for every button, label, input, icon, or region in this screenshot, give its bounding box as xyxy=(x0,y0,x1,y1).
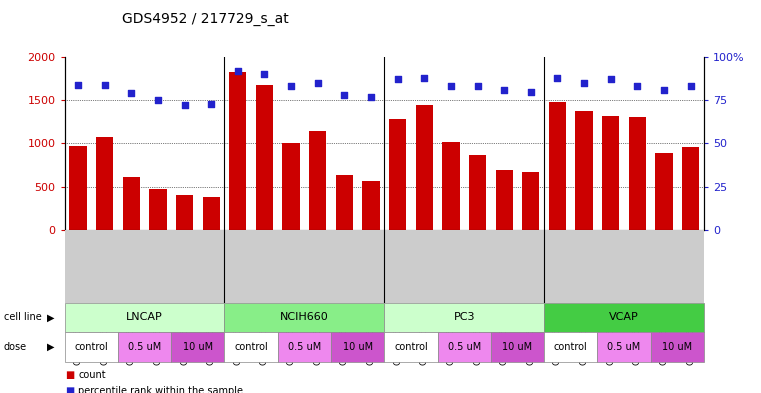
Bar xyxy=(544,332,597,362)
Point xyxy=(471,83,484,90)
Point xyxy=(578,80,590,86)
Text: PC3: PC3 xyxy=(454,312,475,322)
Point xyxy=(419,75,431,81)
Text: ▶: ▶ xyxy=(47,312,55,322)
Text: NCIH660: NCIH660 xyxy=(280,312,329,322)
Bar xyxy=(96,138,113,230)
Bar xyxy=(682,147,699,230)
Point xyxy=(98,81,111,88)
Point xyxy=(178,102,190,108)
Point xyxy=(231,68,244,74)
Bar xyxy=(123,177,140,230)
Point xyxy=(72,81,84,88)
Point xyxy=(658,87,670,93)
Bar xyxy=(176,195,193,230)
Bar xyxy=(389,119,406,230)
Point xyxy=(444,83,457,90)
Text: control: control xyxy=(554,342,587,352)
Point xyxy=(684,83,696,90)
Text: 0.5 uM: 0.5 uM xyxy=(607,342,641,352)
Bar xyxy=(118,332,171,362)
Text: 10 uM: 10 uM xyxy=(183,342,213,352)
Bar xyxy=(278,332,331,362)
Point xyxy=(258,71,271,77)
Bar xyxy=(384,303,544,332)
Text: dose: dose xyxy=(4,342,27,352)
Bar xyxy=(438,332,491,362)
Text: ▶: ▶ xyxy=(47,342,55,352)
Text: GDS4952 / 217729_s_at: GDS4952 / 217729_s_at xyxy=(122,12,289,26)
Text: percentile rank within the sample: percentile rank within the sample xyxy=(78,386,244,393)
Bar xyxy=(384,332,438,362)
Text: LNCAP: LNCAP xyxy=(126,312,163,322)
Bar xyxy=(544,303,704,332)
Bar xyxy=(229,72,247,230)
Bar xyxy=(224,332,278,362)
Text: cell line: cell line xyxy=(4,312,42,322)
Bar xyxy=(331,332,384,362)
Bar xyxy=(282,143,300,230)
Bar xyxy=(416,105,433,230)
Bar xyxy=(522,172,540,230)
Text: 0.5 uM: 0.5 uM xyxy=(128,342,161,352)
Text: VCAP: VCAP xyxy=(609,312,639,322)
Text: 10 uM: 10 uM xyxy=(662,342,693,352)
Text: 0.5 uM: 0.5 uM xyxy=(288,342,321,352)
Text: 10 uM: 10 uM xyxy=(502,342,533,352)
Text: control: control xyxy=(234,342,268,352)
Bar xyxy=(149,189,167,230)
Bar xyxy=(651,332,704,362)
Text: 0.5 uM: 0.5 uM xyxy=(447,342,481,352)
Bar xyxy=(256,84,273,230)
Bar xyxy=(202,196,220,230)
Point xyxy=(205,101,218,107)
Bar xyxy=(309,131,326,230)
Point xyxy=(604,76,616,83)
Bar xyxy=(336,174,353,230)
Point xyxy=(391,76,403,83)
Point xyxy=(498,87,510,93)
Bar xyxy=(469,155,486,230)
Text: control: control xyxy=(394,342,428,352)
Bar xyxy=(575,112,593,230)
Bar xyxy=(171,332,224,362)
Point xyxy=(631,83,643,90)
Bar xyxy=(491,332,544,362)
Bar xyxy=(362,181,380,230)
Bar xyxy=(629,117,646,230)
Point xyxy=(338,92,350,98)
Bar xyxy=(549,102,566,230)
Point xyxy=(312,80,324,86)
Point xyxy=(285,83,297,90)
Bar xyxy=(655,153,673,230)
Point xyxy=(125,90,137,96)
Bar xyxy=(65,303,224,332)
Point xyxy=(151,97,164,103)
Bar xyxy=(65,332,118,362)
Text: count: count xyxy=(78,370,106,380)
Text: control: control xyxy=(75,342,108,352)
Point xyxy=(524,88,537,95)
Text: ■: ■ xyxy=(65,370,74,380)
Point xyxy=(365,94,377,100)
Bar xyxy=(602,116,619,230)
Bar xyxy=(442,142,460,230)
Bar xyxy=(224,303,384,332)
Bar xyxy=(597,332,651,362)
Bar xyxy=(69,146,87,230)
Text: ■: ■ xyxy=(65,386,74,393)
Bar xyxy=(495,170,513,230)
Point xyxy=(551,75,563,81)
Text: 10 uM: 10 uM xyxy=(342,342,373,352)
